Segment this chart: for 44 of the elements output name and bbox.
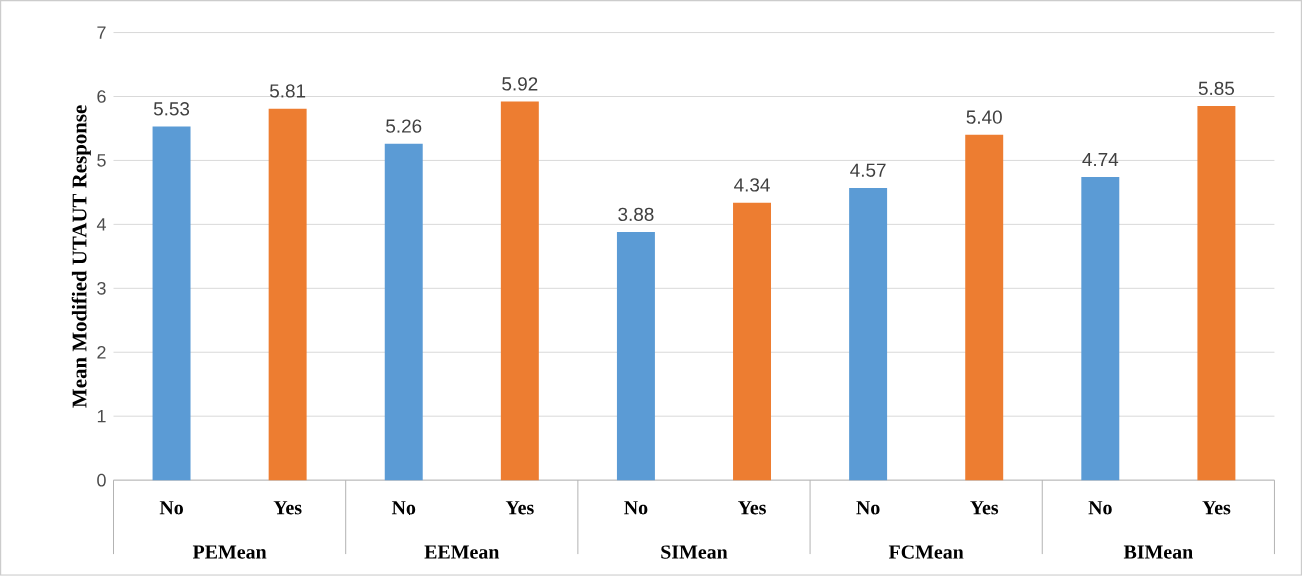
bar: [500, 101, 539, 481]
y-tick-label: 4: [96, 218, 106, 231]
bar: [849, 188, 888, 481]
y-tick-label: 3: [97, 282, 106, 295]
data-label: 4.74: [1082, 153, 1119, 167]
bar: [616, 232, 655, 481]
x-tick-label: Yes: [273, 501, 302, 515]
text: BIMean: [1123, 545, 1193, 559]
x-tick-label: No: [624, 501, 648, 515]
x-tick-label: No: [856, 501, 880, 515]
data-label: 5.92: [502, 77, 538, 91]
x-tick-label: No: [159, 501, 183, 515]
text: PEMean: [192, 545, 267, 559]
y-tick-label: 6: [97, 90, 106, 104]
y-tick-label: 7: [97, 26, 106, 39]
bar: [733, 202, 771, 481]
bar: [1197, 106, 1236, 481]
y-tick-label: 5: [97, 154, 106, 167]
data-label: 4.57: [850, 163, 886, 178]
data-label: 5.81: [269, 84, 306, 98]
text: SIMean: [661, 545, 728, 559]
data-label: 3.88: [618, 207, 654, 222]
text: FCMean: [888, 545, 964, 559]
x-tick-label: No: [391, 501, 416, 515]
bar: [152, 126, 191, 481]
data-label: 5.26: [386, 119, 422, 133]
x-tick-label: No: [1088, 501, 1112, 515]
x-tick-label: Yes: [737, 501, 766, 515]
text: EEMean: [424, 545, 500, 559]
data-label: 4.34: [734, 178, 770, 192]
y-axis-title: Mean Modified UTAUT Response: [71, 105, 91, 408]
data-label: 5.85: [1198, 81, 1235, 96]
x-tick-label: Yes: [970, 501, 999, 515]
data-label: 5.40: [966, 110, 1002, 124]
bar: [965, 135, 1004, 481]
y-tick-label: 0: [97, 473, 106, 487]
x-tick-label: Yes: [1202, 501, 1231, 515]
data-label: 5.53: [153, 102, 190, 116]
bar: [1081, 177, 1120, 481]
bar: [384, 143, 423, 481]
y-tick-label: 1: [97, 410, 106, 423]
y-tick-label: 2: [97, 346, 106, 359]
bar: [268, 108, 307, 481]
x-tick-label: Yes: [505, 501, 534, 515]
